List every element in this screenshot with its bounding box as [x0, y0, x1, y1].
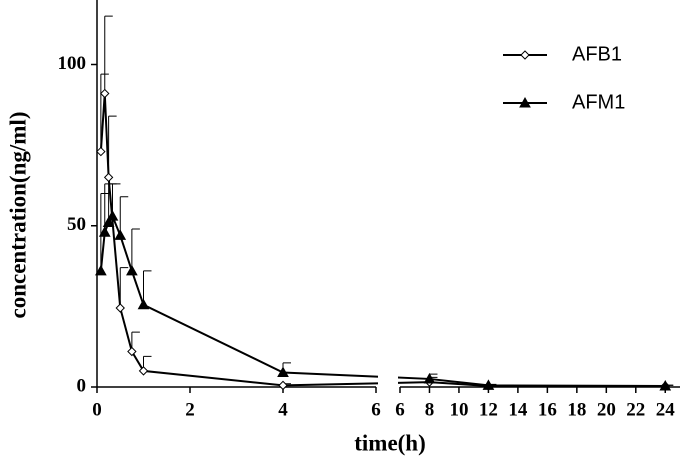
marker — [138, 366, 149, 376]
error-bar — [111, 183, 121, 217]
marker — [482, 379, 495, 390]
series-line — [99, 93, 666, 388]
error-bar — [104, 15, 113, 94]
marker — [100, 88, 110, 99]
marker — [659, 380, 672, 391]
x-tick-label: 20 — [597, 399, 616, 420]
marker — [96, 146, 106, 157]
y-axis-title: concentration(ng/ml) — [5, 112, 30, 319]
legend-label: AFM1 — [572, 91, 625, 113]
marker — [102, 216, 115, 228]
error-bar — [108, 115, 117, 178]
error-bar — [119, 267, 129, 308]
x-tick-label: 14 — [508, 399, 528, 420]
marker — [277, 366, 289, 377]
marker — [126, 264, 138, 276]
marker — [115, 303, 125, 313]
x-tick-label: 16 — [538, 399, 557, 420]
marker — [519, 96, 531, 108]
y-tick-label: 100 — [58, 53, 87, 74]
error-bar — [119, 196, 129, 236]
marker — [103, 172, 114, 183]
x-tick-label: 10 — [449, 399, 468, 420]
axis-break-gap — [378, 0, 398, 386]
x-tick-label: 18 — [567, 399, 586, 420]
marker — [278, 380, 288, 391]
marker — [423, 372, 436, 384]
x-tick-label: 24 — [656, 399, 676, 420]
x-axis-title: time(h) — [354, 430, 426, 455]
x-tick-label: 8 — [425, 399, 435, 420]
error-bar — [143, 270, 152, 305]
marker — [114, 229, 127, 240]
x-tick-label: 12 — [479, 399, 498, 420]
y-tick-label: 50 — [67, 214, 86, 235]
marker — [137, 298, 150, 310]
error-bar — [131, 228, 140, 271]
marker — [95, 264, 107, 276]
x-tick-label: 22 — [626, 399, 645, 420]
marker — [127, 346, 137, 357]
marker — [520, 50, 530, 60]
marker — [106, 210, 119, 221]
marker — [98, 226, 111, 237]
x-tick-label: 4 — [278, 399, 288, 420]
x-tick-label: 6 — [395, 399, 405, 420]
y-tick-label: 0 — [77, 375, 87, 396]
x-tick-label: 2 — [185, 399, 195, 420]
x-tick-label: 0 — [92, 399, 102, 420]
legend-label: AFB1 — [572, 43, 622, 65]
x-tick-label: 6 — [371, 399, 381, 420]
